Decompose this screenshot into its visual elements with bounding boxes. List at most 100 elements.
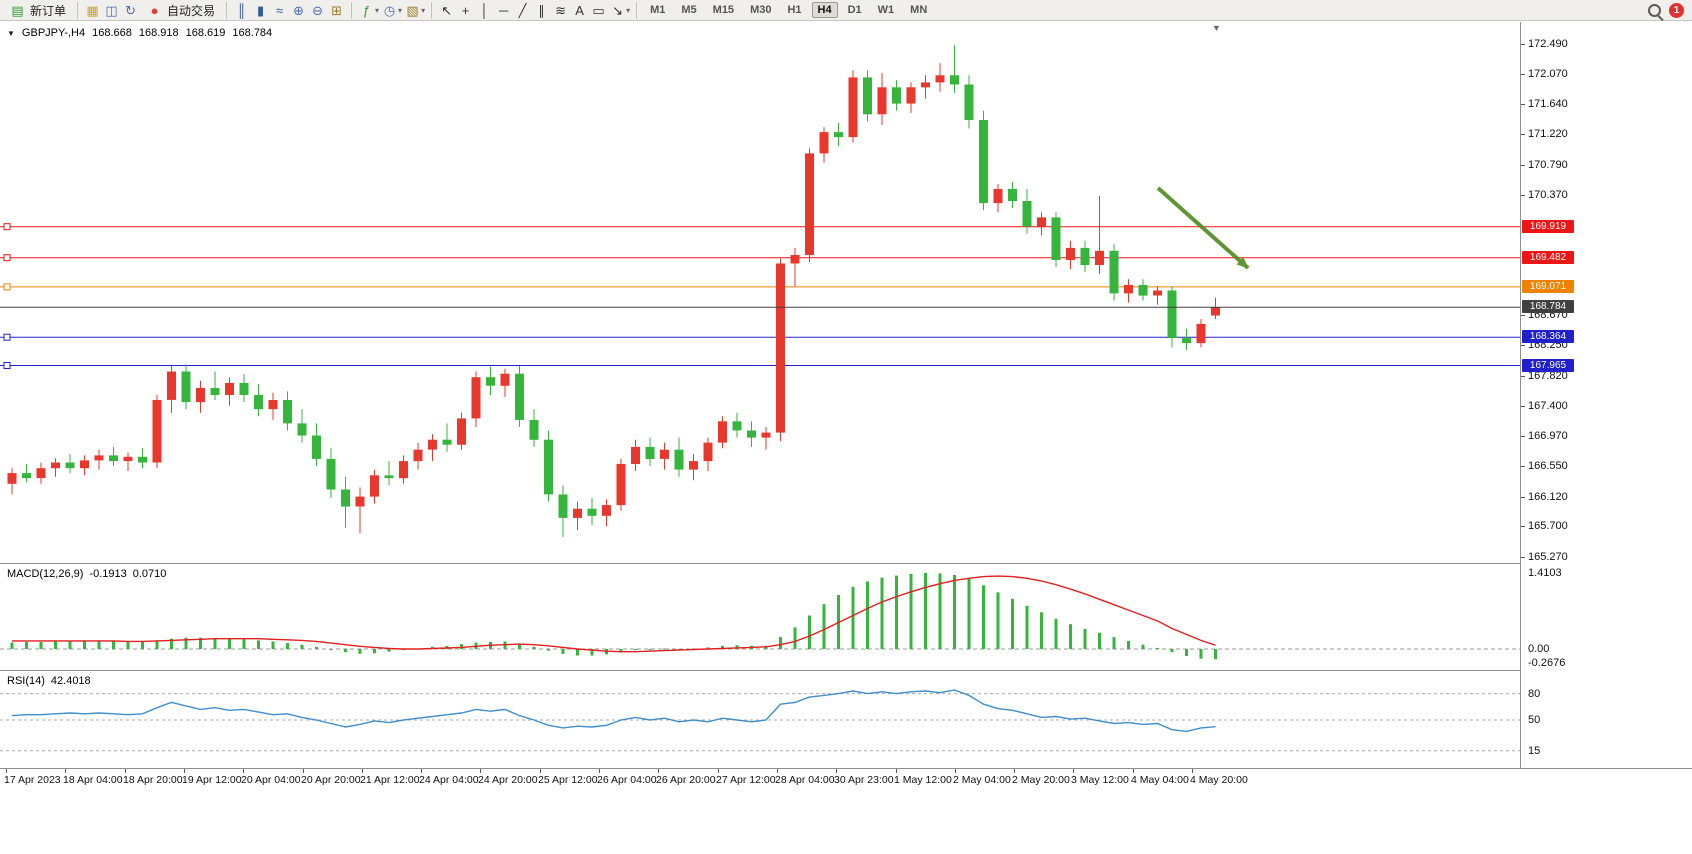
indicators-icon[interactable]: ƒ [362,2,371,18]
text-icon[interactable]: A [575,2,584,18]
price-tick-mark [1521,497,1525,498]
time-tick-label: 26 Apr 20:00 [656,774,716,786]
panel-separator [0,670,1692,671]
time-tick-mark [1133,769,1134,773]
horizontal-line-icon[interactable]: ─ [498,2,509,18]
line-chart-icon[interactable]: ≈ [275,2,284,18]
time-tick-label: 2 May 20:00 [1012,774,1070,786]
price-line-badge: 169.071 [1522,280,1574,293]
time-tick-label: 24 Apr 04:00 [419,774,479,786]
price-tick-label: 172.490 [1528,38,1568,50]
macd-histogram [10,572,1217,660]
timeframe-h1[interactable]: H1 [787,4,802,16]
price-tick-label: 165.270 [1528,551,1568,563]
toolbar-separator [226,1,228,19]
ohlc-high: 168.918 [138,27,179,39]
trendline-icon[interactable]: ╱ [518,2,527,18]
price-line-badge: 167.965 [1522,359,1574,372]
label-icon[interactable]: ▭ [592,2,605,18]
main-chart[interactable] [0,22,1520,563]
time-tick-label: 4 May 04:00 [1131,774,1189,786]
periods-dropdown-icon[interactable]: ▾ [398,5,403,15]
charts-grid-icon[interactable]: ◫ [105,2,118,18]
candlestick-chart-icon[interactable]: ▮ [256,2,265,18]
time-tick-label: 1 May 12:00 [894,774,952,786]
rsi-value: 42.4018 [50,675,91,687]
time-tick-mark [955,769,956,773]
macd-panel[interactable] [0,564,1520,670]
vertical-line-icon[interactable]: │ [480,2,489,18]
new-order-button[interactable]: ▤ 新订单 [4,1,71,20]
macd-label: MACD(12,26,9) [7,568,84,580]
timeframe-m30[interactable]: M30 [750,4,772,16]
notification-badge[interactable]: 1 [1669,2,1684,18]
time-tick-mark [540,769,541,773]
time-tick-label: 2 May 04:00 [953,774,1011,786]
chart-header: ▼ GBPJPY-,H4 168.668 168.918 168.619 168… [7,27,272,39]
autotrade-label: 自动交易 [167,3,216,18]
price-tick-mark [1521,436,1525,437]
symbol-marker-icon: ▼ [7,28,15,38]
macd-header: MACD(12,26,9) -0.1913 0.0710 [7,568,166,580]
time-tick-mark [243,769,244,773]
timeframe-m5[interactable]: M5 [681,4,697,16]
templates-icon[interactable]: ▧ [406,2,419,18]
arrows-dropdown-icon[interactable]: ▾ [626,5,631,15]
macd-signal-value: 0.0710 [132,568,167,580]
refresh-icon[interactable]: ↻ [125,2,136,18]
new-order-icon[interactable]: ▤ [11,2,24,18]
toolbar-separator [77,1,79,19]
indicators-dropdown-icon[interactable]: ▾ [375,5,380,15]
rsi-axis-label: 80 [1528,688,1541,700]
timeframe-m1[interactable]: M1 [650,4,666,16]
time-tick-mark [184,769,185,773]
autotrade-button[interactable]: ● 自动交易 [141,1,220,20]
price-tick-mark [1521,315,1525,316]
timeframe-h4[interactable]: H4 [811,2,838,18]
time-tick-mark [599,769,600,773]
timeframe-d1[interactable]: D1 [847,4,862,16]
price-line-badge: 168.364 [1522,330,1574,343]
hlines-layer [0,223,1520,369]
trend-arrow[interactable] [1156,186,1250,270]
macd-axis-label: 0.00 [1528,643,1550,655]
time-tick-label: 18 Apr 04:00 [63,774,123,786]
macd-value: -0.1913 [89,568,127,580]
timeframe-w1[interactable]: W1 [877,4,895,16]
templates-dropdown-icon[interactable]: ▾ [421,5,426,15]
time-axis[interactable]: 17 Apr 2023 18 Apr 04:00 18 Apr 20:00 19 Ap… [0,768,1692,792]
toolbar-separator [431,1,433,19]
arrows-icon[interactable]: ↘ [612,2,624,18]
time-tick-label: 20 Apr 20:00 [301,774,361,786]
price-axis[interactable]: 172.490 172.070 171.640 171.220 170.790 170.3… [1520,22,1692,768]
toolbar-separator [351,1,353,19]
candles-layer [7,45,1220,538]
price-tick-mark [1521,74,1525,75]
time-tick-mark [480,769,481,773]
cursor-icon[interactable]: ↖ [441,2,453,18]
timeframe-mn[interactable]: MN [910,4,928,16]
time-tick-label: 26 Apr 04:00 [597,774,657,786]
zoom-out-icon[interactable]: ⊖ [312,2,323,18]
autotrade-icon[interactable]: ● [150,2,159,18]
time-tick-label: 24 Apr 20:00 [478,774,538,786]
price-tick-mark [1521,104,1525,105]
price-line-badge: 169.482 [1522,251,1574,264]
fibonacci-icon[interactable]: ≋ [555,2,567,18]
crosshair-icon[interactable]: + [461,2,470,18]
profiles-icon[interactable]: ▦ [86,2,99,18]
price-line-badge: 169.919 [1522,220,1574,233]
channel-icon[interactable]: ∥ [538,2,545,18]
zoom-in-icon[interactable]: ⊕ [293,2,304,18]
price-tick-mark [1521,195,1525,196]
rsi-panel[interactable] [0,671,1520,768]
price-tick-label: 171.220 [1528,128,1568,140]
price-tick-label: 167.400 [1528,400,1568,412]
tile-windows-icon[interactable]: ⊞ [331,2,342,18]
price-tick-mark [1521,406,1525,407]
periods-icon[interactable]: ◷ [383,2,396,18]
search-icon[interactable] [1648,3,1661,17]
bar-chart-icon[interactable]: ║ [236,2,247,18]
timeframe-m15[interactable]: M15 [712,4,735,16]
